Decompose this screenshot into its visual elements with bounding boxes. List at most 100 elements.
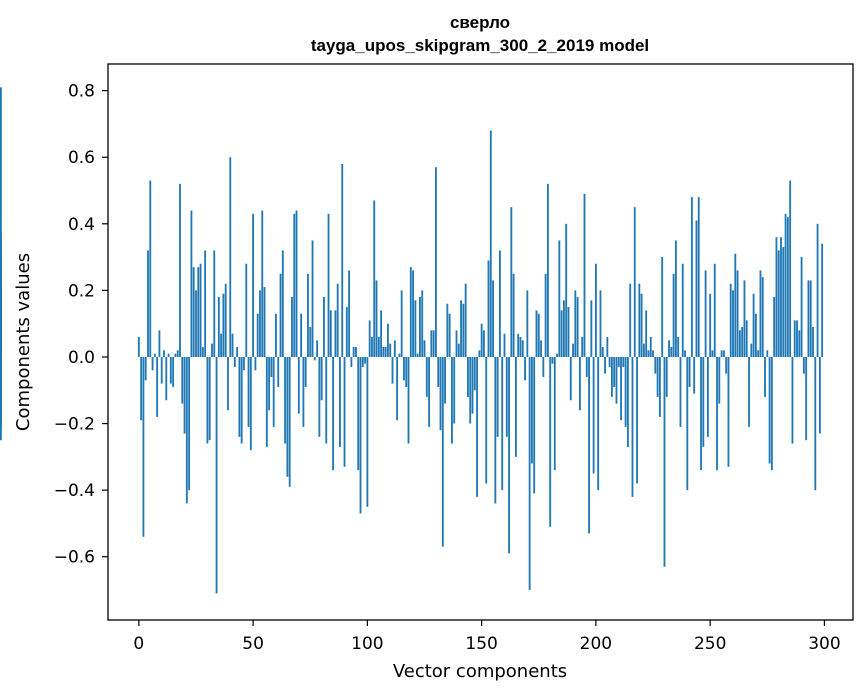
bar-component-203 (601, 346, 604, 357)
bar-component-272 (759, 270, 762, 357)
y-tick-label: 0.2 (68, 281, 95, 301)
bar-component-214 (626, 356, 629, 447)
bar-component-1 (140, 356, 143, 421)
bar-component-50 (252, 213, 255, 357)
bar-component-292 (805, 356, 808, 441)
bar-component-26 (197, 267, 200, 357)
bar-component-289 (798, 330, 801, 357)
bar-component-30 (206, 356, 209, 444)
bar-component-111 (391, 356, 394, 384)
bar-component-120 (412, 270, 414, 357)
bar-component-278 (773, 297, 776, 357)
bar-component-113 (396, 356, 398, 421)
bar-component-undefined (0, 356, 2, 424)
bar-component-97 (359, 356, 362, 514)
bar-component-104 (375, 280, 378, 357)
bar-component-177 (542, 356, 545, 377)
bar-component-154 (489, 130, 492, 357)
x-axis-ticks: 0 50 100 150 200 250 300 (133, 620, 841, 654)
bar-component-123 (419, 297, 421, 357)
bar-component-294 (809, 280, 812, 357)
bar-component-270 (754, 313, 757, 357)
bar-component-24 (192, 267, 195, 357)
bar-component-188 (567, 307, 570, 357)
bar-component-64 (284, 356, 287, 444)
bar-component-37 (222, 293, 225, 357)
bar-component-122 (416, 353, 419, 357)
bar-component-46 (243, 356, 245, 371)
bar-component-92 (348, 270, 351, 357)
bar-component-80 (320, 356, 323, 401)
bar-component-204 (604, 356, 606, 374)
x-tick-label: 0 (133, 634, 144, 654)
bar-component-20 (183, 356, 186, 434)
bar-component-54 (261, 210, 264, 357)
bar-component-125 (423, 340, 426, 357)
bar-component-141 (460, 300, 462, 357)
bar-component-299 (821, 243, 824, 357)
bar-component-297 (816, 223, 819, 357)
bar-component-298 (818, 356, 821, 434)
bar-component-136 (448, 313, 451, 357)
bar-component-224 (649, 337, 652, 357)
bar-component-85 (332, 356, 335, 471)
bar-component-178 (544, 273, 547, 357)
bar-component-235 (674, 240, 677, 357)
bar-component-127 (428, 356, 430, 427)
bar-component-105 (377, 337, 380, 357)
bar-component-247 (702, 356, 705, 447)
bar-component-147 (473, 356, 476, 391)
bar-component-98 (361, 356, 364, 367)
bar-component-260 (732, 290, 734, 357)
bar-component-109 (387, 323, 389, 357)
bar-component-202 (599, 290, 602, 357)
y-tick-label: −0.4 (54, 481, 95, 501)
bar-component-29 (204, 250, 207, 357)
bar-component-56 (265, 356, 268, 447)
bar-component-68 (293, 213, 296, 357)
bar-component-199 (592, 356, 595, 474)
bar-component-168 (521, 340, 524, 357)
bar-component-184 (558, 240, 561, 357)
plot-frame (107, 63, 854, 621)
bar-component-193 (579, 356, 581, 411)
bar-component-14 (169, 356, 172, 384)
bar-component-220 (640, 293, 643, 357)
bar-component-182 (553, 356, 556, 471)
bar-component-89 (341, 163, 344, 357)
bar-component-217 (633, 207, 636, 357)
bar-component-132 (439, 356, 442, 431)
bar-component-207 (610, 356, 613, 397)
bar-component-44 (238, 356, 241, 437)
bar-component-21 (185, 356, 188, 504)
bar-component-101 (368, 320, 371, 357)
bar-component-262 (736, 270, 739, 357)
bar-component-53 (259, 290, 261, 357)
bar-component-55 (263, 287, 266, 357)
bar-component-173 (533, 356, 536, 494)
bar-component-72 (302, 356, 305, 427)
bar-component-103 (373, 200, 376, 357)
bar-component-148 (476, 356, 478, 497)
bar-component-218 (636, 356, 638, 484)
bar-component-126 (425, 356, 428, 397)
bar-component-174 (535, 310, 538, 357)
bar-component-57 (268, 356, 271, 411)
bar-component-162 (508, 356, 510, 554)
bar-component-232 (668, 340, 670, 357)
bar-component-115 (400, 290, 403, 357)
bar-component-233 (670, 346, 673, 357)
bar-component-198 (590, 300, 593, 357)
bar-component-216 (631, 356, 634, 497)
bar-component-11 (163, 350, 165, 357)
bar-component-42 (233, 356, 236, 367)
y-axis-label: Components values (13, 253, 34, 431)
bar-component-158 (499, 250, 501, 357)
bar-component-261 (734, 253, 737, 357)
bar-component-296 (814, 356, 817, 491)
bar-component-210 (617, 356, 620, 367)
bar-component-263 (738, 330, 741, 357)
bar-component-48 (247, 356, 250, 427)
bar-component-286 (791, 356, 794, 444)
bar-component-143 (464, 283, 467, 357)
